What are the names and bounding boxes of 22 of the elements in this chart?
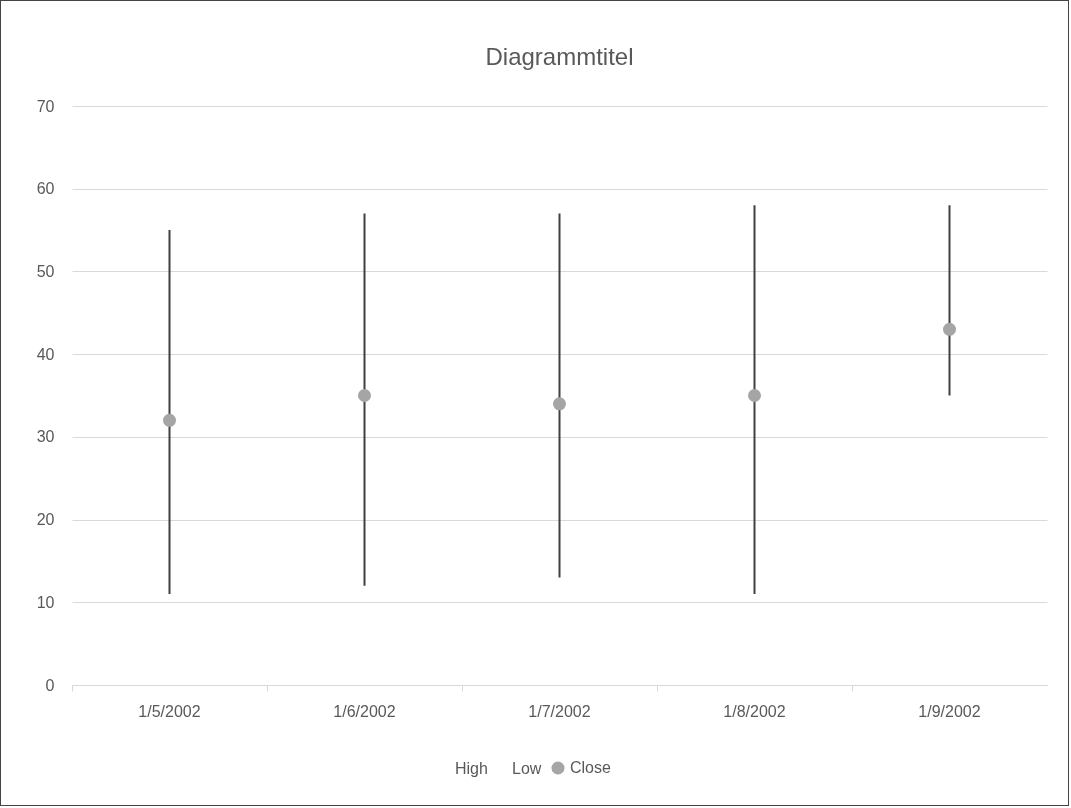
text: High xyxy=(455,760,488,777)
x-tick-label: 1/5/2002 xyxy=(138,702,201,720)
point xyxy=(942,322,957,336)
chart-title: Diagrammtitel xyxy=(485,43,634,70)
legend-label: Close xyxy=(570,759,612,776)
y-tick-label: 30 xyxy=(36,428,55,446)
point xyxy=(162,413,177,427)
x-tick-label: 1/6/2002 xyxy=(333,702,396,720)
y-tick-label: 70 xyxy=(36,97,55,115)
point xyxy=(357,388,372,403)
x-tick-label: 1/8/2002 xyxy=(723,702,786,720)
point xyxy=(747,388,762,403)
x-tick-label: 1/9/2002 xyxy=(918,702,981,720)
y-tick-label: 10 xyxy=(36,593,55,611)
text: Low xyxy=(512,760,542,777)
point xyxy=(552,397,567,411)
y-tick-label: 0 xyxy=(45,676,55,694)
y-tick-label: 60 xyxy=(36,180,55,198)
y-tick-label: 40 xyxy=(36,345,55,363)
y-tick-label: 20 xyxy=(36,511,55,529)
y-tick-label: 50 xyxy=(36,262,55,280)
x-tick-label: 1/7/2002 xyxy=(528,702,591,720)
